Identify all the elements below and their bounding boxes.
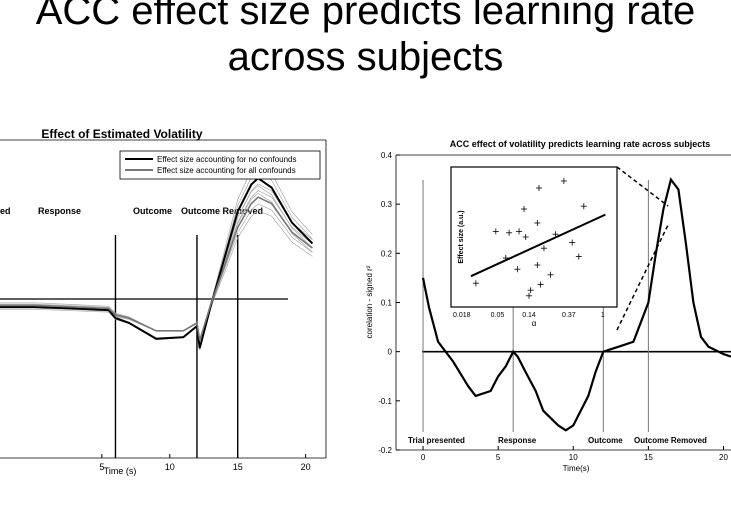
slide-title-line1: ACC effect size predicts learning rate: [35, 0, 696, 33]
inset-scatter-point: [492, 228, 499, 235]
inset-scatter-point: [540, 245, 547, 252]
inset-x-tick-label: 0.14: [522, 312, 536, 319]
slide-title: ACC effect size predicts learning rate a…: [0, 0, 731, 80]
inset-scatter-point: [472, 280, 479, 287]
right-x-axis-label: Time(s): [563, 464, 590, 473]
right-y-tick-label: 0.2: [381, 249, 393, 258]
right-y-tick-label: -0.2: [378, 446, 392, 455]
right-event-label: Outcome Removed: [634, 436, 707, 445]
inset-scatter-point: [526, 292, 533, 299]
right-y-tick-label: 0.1: [381, 299, 393, 308]
inset-scatter-point: [580, 203, 587, 210]
left-chart-title: Effect of Estimated Volatility: [41, 127, 202, 141]
inset-x-tick-label: 0.37: [562, 312, 576, 319]
inset-scatter-point: [521, 206, 528, 212]
inset-x-axis-label: α: [532, 319, 537, 328]
left-event-label: Outcome: [133, 206, 172, 216]
left-legend-label: Effect size accounting for all confounds: [157, 166, 296, 175]
right-x-tick-label: 5: [496, 453, 501, 462]
right-event-label: Response: [498, 436, 537, 445]
inset-scatter-point: [535, 185, 542, 191]
right-x-tick-label: 20: [719, 453, 728, 462]
inset-x-tick-label: 0.05: [491, 312, 505, 319]
left-x-tick-label: 5: [99, 462, 104, 472]
inset-scatter-point: [514, 266, 521, 273]
right-x-tick-label: 15: [644, 453, 653, 462]
inset-scatter-point: [527, 287, 534, 294]
inset-scatter-point: [569, 239, 576, 246]
inset-x-tick-label: 0.018: [453, 312, 471, 319]
left-x-axis-label: Time (s): [104, 466, 137, 476]
left-event-label: Outcome Removed: [181, 206, 263, 216]
inset-connector-bottom: [616, 224, 669, 331]
left-x-tick-label: 20: [301, 462, 311, 472]
left-series-line: [0, 176, 314, 349]
inset-scatter-point: [502, 255, 509, 261]
left-series-line: [0, 196, 313, 341]
inset-scatter-point: [534, 262, 541, 268]
left-legend-label: Effect size accounting for no confounds: [157, 155, 297, 164]
slide-title-line2: across subjects: [227, 35, 504, 79]
inset-fit-line: [470, 213, 606, 278]
right-chart-title: ACC effect of volatility predicts learni…: [450, 139, 711, 149]
left-x-tick-label: 15: [233, 462, 243, 472]
right-y-tick-label: 0: [388, 348, 393, 357]
inset-scatter-point: [575, 253, 582, 260]
inset-scatter-point: [516, 228, 523, 235]
right-y-tick-label: -0.1: [378, 397, 392, 406]
inset-scatter-point: [537, 281, 544, 288]
left-event-label: Response: [38, 206, 81, 216]
inset-scatter-point: [534, 220, 541, 226]
right-x-tick-label: 10: [569, 453, 578, 462]
right-y-tick-label: 0.3: [381, 200, 393, 209]
inset-box: [450, 166, 618, 308]
inset-scatter-point: [506, 229, 513, 236]
right-event-label: Trial presented: [408, 436, 465, 445]
inset-x-tick-label: 1: [601, 312, 605, 319]
right-event-label: Outcome: [588, 436, 623, 445]
inset-y-axis-label: Effect size (a.u.): [458, 210, 465, 263]
inset-scatter-point: [552, 231, 559, 238]
right-x-tick-label: 0: [421, 453, 426, 462]
left-x-tick-label: 10: [165, 462, 175, 472]
right-series-line: [421, 177, 731, 432]
right-y-axis-label: corelation - signed r²: [365, 265, 374, 338]
right-y-tick-label: 0.4: [381, 151, 393, 160]
inset-scatter-point: [560, 178, 567, 184]
inset-scatter-point: [547, 271, 554, 278]
left-event-label: ed: [0, 206, 11, 216]
inset-scatter-point: [522, 234, 529, 240]
inset-connector-top: [616, 166, 669, 207]
left-legend-box: [119, 150, 321, 180]
